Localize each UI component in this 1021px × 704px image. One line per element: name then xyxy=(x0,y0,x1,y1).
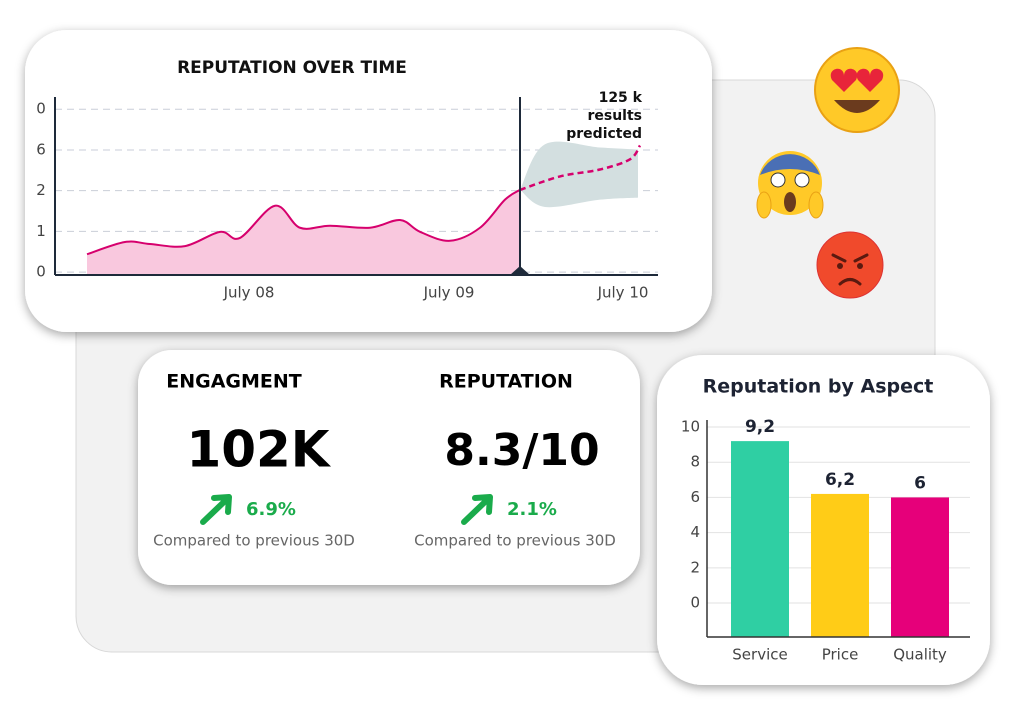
x-tick-label: July 08 xyxy=(223,284,275,302)
up-arrow xyxy=(200,494,232,525)
up-arrow xyxy=(461,494,493,525)
y-tick-label: 10 xyxy=(681,418,700,436)
kpi-change: 2.1% xyxy=(507,499,557,520)
kpis: ENGAGMENT 102K 6.9% Compared to previous… xyxy=(153,371,616,550)
y-tick-label: 6 xyxy=(36,140,46,158)
y-tick-label: 2 xyxy=(690,558,700,576)
x-tick-label: Quality xyxy=(893,646,947,664)
annotation: 125 k xyxy=(599,90,643,106)
kpi-note: Compared to previous 30D xyxy=(153,532,355,550)
annotation: predicted xyxy=(566,126,642,142)
kpi-value: 8.3/10 xyxy=(444,425,599,476)
x-tick-label: July 10 xyxy=(597,284,649,302)
chart-title: Reputation by Aspect xyxy=(703,376,934,398)
forecast-band xyxy=(520,141,638,208)
bar xyxy=(811,493,869,637)
area xyxy=(87,189,520,275)
x-tick-label: Price xyxy=(822,646,859,664)
y-tick-label: 6 xyxy=(690,488,700,506)
kpi-card xyxy=(138,350,640,585)
emoji-angry xyxy=(816,231,884,299)
y-tick-label: 8 xyxy=(690,453,700,471)
y-tick-label: 2 xyxy=(36,181,46,199)
x-tick-label: Service xyxy=(732,646,787,664)
line xyxy=(86,189,521,256)
annotation: results xyxy=(587,108,642,124)
bar xyxy=(891,497,949,637)
y-tick-label: 4 xyxy=(690,523,700,541)
kpi-label: ENGAGMENT xyxy=(166,371,302,393)
bar xyxy=(731,441,789,637)
y-tick-label: 0 xyxy=(690,594,700,612)
y-tick-label: 1 xyxy=(36,222,46,240)
emoji-scream xyxy=(756,151,824,219)
y-tick-label: 0 xyxy=(36,263,46,281)
kpi-value: 102K xyxy=(186,421,331,479)
chart-title: REPUTATION OVER TIME xyxy=(177,58,407,78)
x-tick-label: July 09 xyxy=(423,284,475,302)
kpi-change: 6.9% xyxy=(246,499,296,520)
value-label: 9,2 xyxy=(745,417,775,437)
y-tick-label: 0 xyxy=(36,100,46,118)
value-label: 6 xyxy=(914,473,926,493)
kpi-note: Compared to previous 30D xyxy=(414,532,616,550)
emoji-love xyxy=(814,47,900,133)
value-label: 6,2 xyxy=(825,470,855,490)
kpi-label: REPUTATION xyxy=(439,371,573,393)
line xyxy=(519,144,642,192)
divider-marker xyxy=(510,266,530,275)
